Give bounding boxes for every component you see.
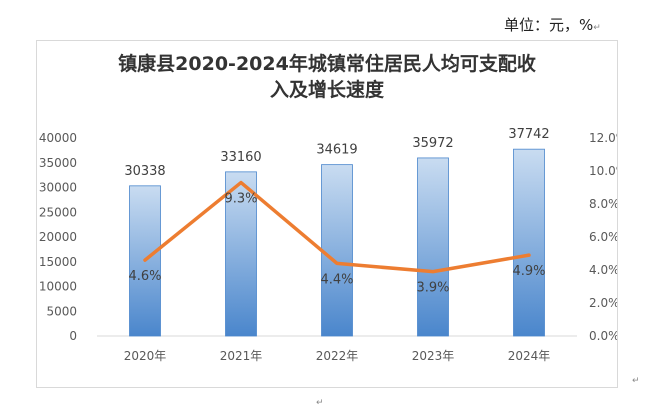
left-axis-tick-label: 20000 — [39, 230, 77, 244]
chart-plot: 0 5000 10000 15000 20000 25000 30000 35000 40000… — [39, 127, 617, 363]
category-labels: 2020年 2021年 2022年 2023年 2024年 — [124, 349, 551, 363]
unit-text: 单位：元，% — [504, 16, 594, 34]
bar-series — [129, 148, 545, 337]
chart-title: 镇康县2020-2024年城镇常住居民人均可支配收 入及增长速度 — [37, 51, 617, 103]
category-label: 2024年 — [508, 349, 551, 363]
paragraph-mark-icon: ↵ — [632, 376, 640, 386]
bar-value-label: 33160 — [220, 150, 261, 165]
chart-title-line2: 入及增长速度 — [269, 79, 384, 101]
bar — [321, 164, 353, 337]
bar — [417, 157, 449, 337]
bar-value-label: 37742 — [508, 127, 549, 142]
bar-value-labels: 30338 33160 34619 35972 37742 — [124, 127, 549, 179]
right-axis-tick-label: 4.0% — [589, 263, 617, 277]
left-axis-tick-label: 5000 — [46, 304, 77, 318]
right-axis-tick-label: 2.0% — [589, 296, 617, 310]
chart-title-line1: 镇康县2020-2024年城镇常住居民人均可支配收 — [118, 53, 536, 75]
right-axis-tick-label: 8.0% — [589, 197, 617, 211]
growth-value-label: 4.4% — [320, 272, 353, 287]
left-axis-ticks: 0 5000 10000 15000 20000 25000 30000 35000 40000 — [39, 131, 77, 343]
growth-value-labels: 4.6% 9.3% 4.4% 3.9% 4.9% — [128, 192, 545, 296]
right-axis-tick-label: 10.0% — [589, 164, 617, 178]
growth-value-label: 4.6% — [128, 269, 161, 284]
left-axis-tick-label: 40000 — [39, 131, 77, 145]
bar-value-label: 30338 — [124, 164, 165, 179]
bar — [225, 171, 257, 337]
left-axis-tick-label: 15000 — [39, 255, 77, 269]
right-axis-tick-label: 12.0% — [589, 131, 617, 145]
bar-value-label: 35972 — [412, 136, 453, 151]
right-axis-tick-label: 6.0% — [589, 230, 617, 244]
growth-line-series — [143, 180, 531, 274]
left-axis-tick-label: 0 — [69, 329, 77, 343]
category-label: 2023年 — [412, 349, 455, 363]
right-axis-ticks: 0.0% 2.0% 4.0% 6.0% 8.0% 10.0% 12.0% — [589, 131, 617, 343]
left-axis-tick-label: 25000 — [39, 205, 77, 219]
left-axis-tick-label: 30000 — [39, 181, 77, 195]
bar — [513, 148, 545, 337]
bar-value-label: 34619 — [316, 143, 357, 158]
chart-frame: 镇康县2020-2024年城镇常住居民人均可支配收 入及增长速度 0 5000 10… — [36, 40, 618, 388]
growth-value-label: 3.9% — [416, 281, 449, 296]
left-axis-tick-label: 10000 — [39, 280, 77, 294]
paragraph-mark-icon: ↵ — [593, 23, 601, 33]
growth-value-label: 9.3% — [224, 192, 257, 207]
growth-value-label: 4.9% — [512, 264, 545, 279]
left-axis-tick-label: 35000 — [39, 156, 77, 170]
category-label: 2022年 — [316, 349, 359, 363]
unit-note: 单位：元，%↵ — [504, 14, 601, 35]
paragraph-mark-icon: ↵ — [316, 398, 324, 408]
category-label: 2020年 — [124, 349, 167, 363]
category-label: 2021年 — [220, 349, 263, 363]
right-axis-tick-label: 0.0% — [589, 329, 617, 343]
